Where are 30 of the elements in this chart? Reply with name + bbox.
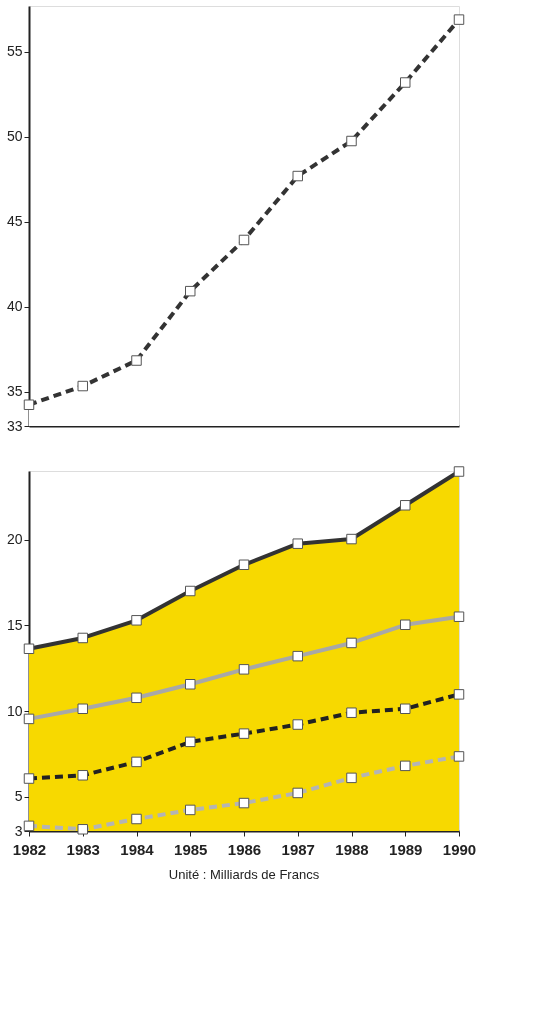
y-tick-label: 20 — [6, 531, 23, 548]
x-tick-label: 1987 — [281, 840, 315, 858]
y-tick-label: 3 — [14, 822, 23, 839]
x-tick-label: 1990 — [442, 840, 477, 858]
y-tick-label: 50 — [6, 128, 23, 145]
x-tick-label: 1988 — [335, 840, 369, 858]
x-tick-label: 1986 — [227, 840, 262, 858]
x-tick-label: 1984 — [120, 840, 155, 858]
point — [453, 14, 465, 25]
point — [346, 135, 357, 147]
y-tick-label: 15 — [6, 616, 23, 633]
point — [292, 170, 303, 182]
point — [23, 399, 35, 410]
y-tick-label: 5 — [14, 788, 23, 805]
y-tick-label: 55 — [6, 43, 23, 60]
point — [238, 234, 250, 246]
y-tick-label: 10 — [6, 702, 23, 719]
text: Unité : Milliards de Francs — [168, 867, 320, 882]
y-tick-label: 33 — [6, 417, 23, 434]
point — [77, 380, 88, 392]
x-tick-label: 1989 — [389, 840, 423, 858]
point — [185, 285, 196, 297]
x-tick-label: 1982 — [12, 840, 47, 858]
y-tick-label: 45 — [6, 213, 23, 230]
x-tick-label: 1985 — [174, 840, 208, 858]
point — [400, 77, 411, 88]
y-tick-label: 40 — [6, 298, 23, 315]
y-tick-label: 35 — [6, 383, 23, 400]
x-tick-label: 1983 — [66, 840, 100, 858]
point — [131, 355, 142, 366]
